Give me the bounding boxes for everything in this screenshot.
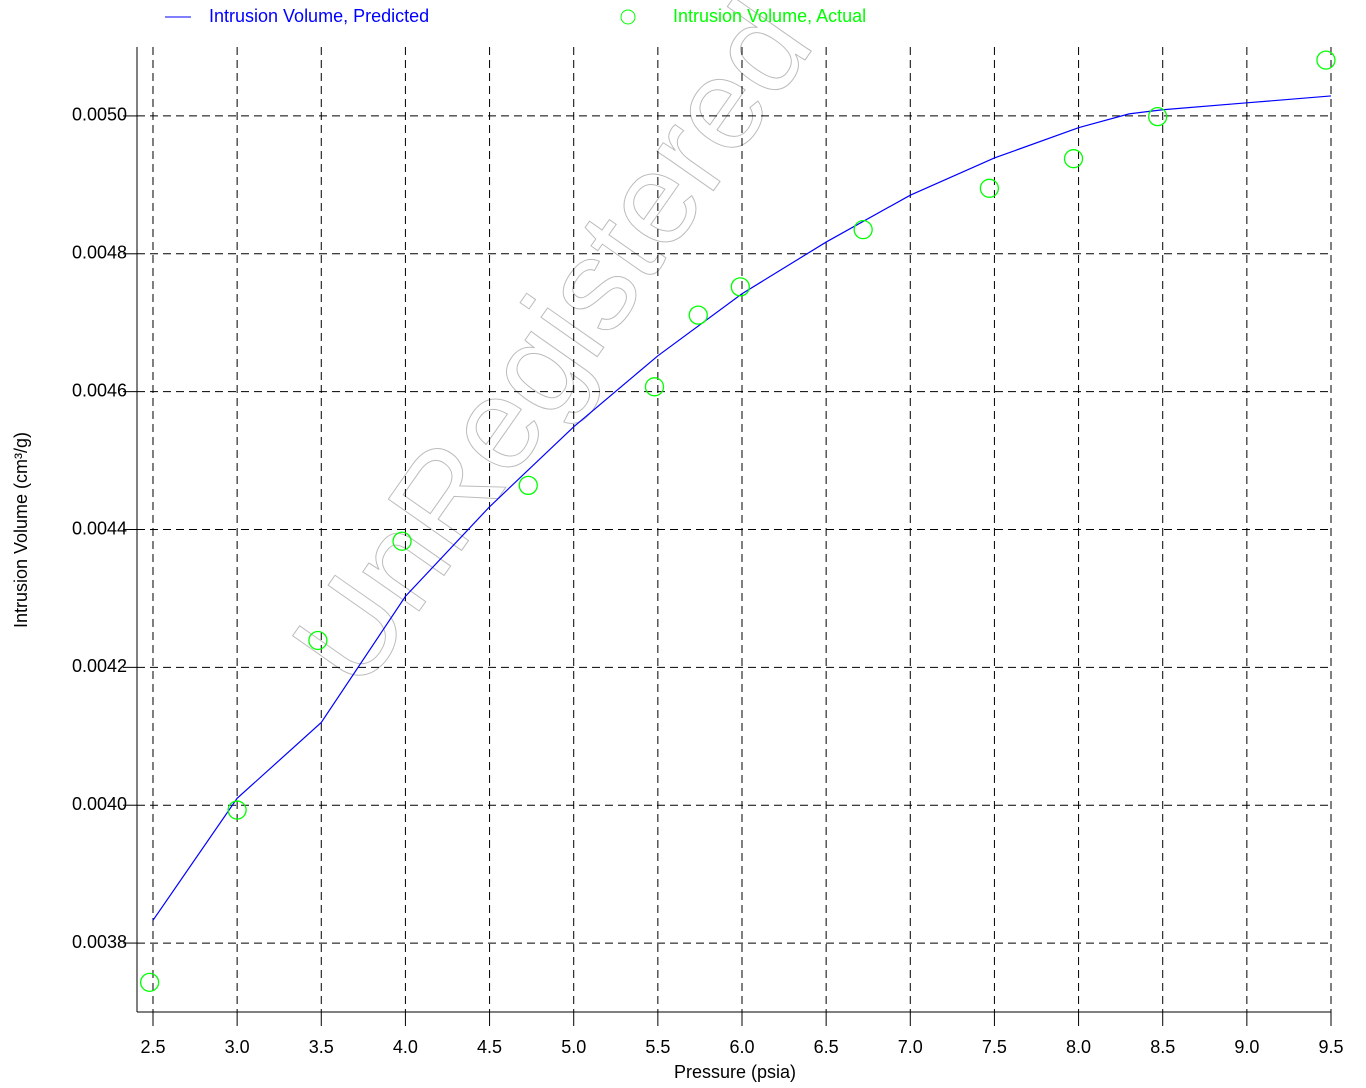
x-tick-label: 8.5 <box>1150 1037 1175 1057</box>
x-tick-label: 4.0 <box>393 1037 418 1057</box>
x-tick-label: 3.5 <box>309 1037 334 1057</box>
x-tick-label: 4.5 <box>477 1037 502 1057</box>
x-axis-label: Pressure (psia) <box>674 1062 796 1082</box>
actual-point <box>1063 149 1084 169</box>
x-tick-label: 6.0 <box>729 1037 754 1057</box>
y-tick-label: 0.0046 <box>72 380 127 400</box>
watermark: UnRegistered <box>264 0 840 711</box>
y-tick-label: 0.0044 <box>72 518 127 538</box>
x-tick-label: 6.5 <box>814 1037 839 1057</box>
actual-point <box>518 475 538 496</box>
x-tick-label: 5.0 <box>561 1037 586 1057</box>
actual-point <box>979 178 1000 198</box>
x-tick-label: 9.5 <box>1318 1037 1343 1057</box>
predicted-line <box>152 95 1332 921</box>
x-tick-label: 5.5 <box>645 1037 670 1057</box>
actual-point <box>227 800 247 820</box>
x-tick-label: 2.5 <box>140 1037 165 1057</box>
x-tick-label: 8.0 <box>1066 1037 1091 1057</box>
actual-point <box>644 377 665 397</box>
y-tick-label: 0.0040 <box>72 794 127 814</box>
y-axis-label: Intrusion Volume (cm³/g) <box>11 432 31 628</box>
y-tick-label: 0.0042 <box>72 656 127 676</box>
actual-point <box>139 972 160 993</box>
x-tick-label: 3.0 <box>225 1037 250 1057</box>
y-tick-label: 0.0038 <box>72 932 127 952</box>
x-tick-label: 9.0 <box>1234 1037 1259 1057</box>
x-tick-label: 7.0 <box>898 1037 923 1057</box>
legend-label: Intrusion Volume, Predicted <box>209 6 429 26</box>
legend-label: Intrusion Volume, Actual <box>673 6 866 26</box>
actual-point <box>853 220 873 240</box>
x-tick-label: 7.5 <box>982 1037 1007 1057</box>
actual-point <box>688 305 708 325</box>
actual-point <box>1316 50 1336 70</box>
actual-point <box>1148 106 1168 127</box>
y-tick-label: 0.0050 <box>72 105 127 125</box>
actual-point <box>730 277 750 297</box>
actual-point <box>308 630 328 651</box>
legend-swatch <box>620 9 636 25</box>
y-tick-label: 0.0048 <box>72 243 127 263</box>
actual-point <box>392 531 412 551</box>
